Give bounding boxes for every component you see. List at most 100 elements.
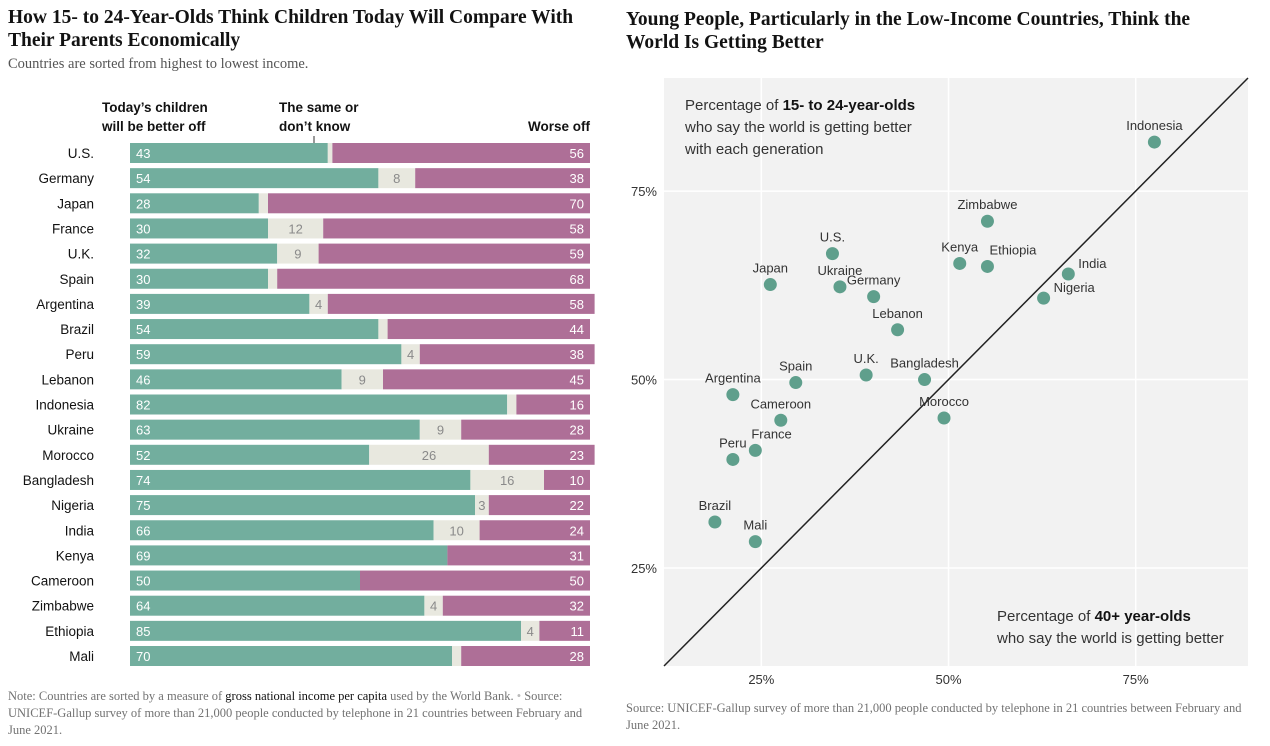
note-suffix: used by the World Bank. — [390, 689, 514, 703]
legend-better: Today’s children will be better off — [102, 100, 208, 134]
category-label: U.S. — [68, 146, 94, 161]
point-label: Nigeria — [1054, 280, 1096, 295]
bar-segment-better — [130, 344, 402, 365]
bar-segment-same — [424, 595, 443, 616]
category-label: Brazil — [60, 322, 94, 337]
value-label-worse: 45 — [570, 372, 584, 387]
bar-segment-better — [130, 419, 420, 440]
x-axis-annotation-line2: who say the world is getting better — [996, 630, 1224, 647]
legend-same: The same or don’t know — [279, 100, 359, 134]
category-label: Morocco — [42, 448, 94, 463]
bar-segment-worse — [277, 268, 590, 289]
value-label-worse: 10 — [570, 473, 584, 488]
point-label: Indonesia — [1126, 118, 1183, 133]
bar-segment-same — [452, 646, 462, 666]
category-label: U.K. — [68, 247, 94, 262]
value-label-better: 70 — [136, 649, 150, 664]
category-label: Ethiopia — [45, 624, 94, 639]
y-axis-annotation-line3: with each generation — [684, 141, 823, 158]
category-label: Argentina — [36, 297, 94, 312]
value-label-same: 10 — [449, 523, 463, 538]
note-link[interactable]: gross national income per capita — [225, 689, 388, 703]
bar-segment-same — [507, 394, 517, 415]
category-label: Indonesia — [35, 398, 94, 413]
point-label: U.K. — [854, 351, 879, 366]
value-label-worse: 31 — [570, 548, 584, 563]
bar-segment-worse — [516, 394, 590, 415]
scatter-point — [953, 256, 967, 270]
scatter-chart: 25% 50% 75% 75% 50% 25% Percentage of 15- to 2… — [631, 77, 1249, 687]
scatter-point — [937, 411, 951, 425]
value-label-better: 85 — [136, 624, 150, 639]
value-label-worse: 16 — [570, 398, 584, 413]
value-label-worse: 68 — [570, 272, 584, 287]
bar-segment-worse — [383, 369, 590, 390]
point-label: U.S. — [820, 230, 845, 245]
value-label-same: 26 — [422, 448, 436, 463]
stacked-bar-panel: How 15- to 24-Year-Olds Think Children T… — [0, 0, 600, 746]
bar-segment-worse — [447, 545, 590, 566]
value-label-worse: 24 — [570, 523, 584, 538]
bar-chart-title: How 15- to 24-Year-Olds Think Children T… — [8, 7, 574, 51]
scatter-panel: Young People, Particularly in the Low-In… — [620, 0, 1270, 746]
bar-segment-same — [470, 469, 544, 490]
value-label-worse: 50 — [570, 574, 584, 589]
value-label-worse: 70 — [570, 196, 584, 211]
scatter-point — [1147, 135, 1161, 149]
y-tick-label: 75% — [631, 184, 657, 199]
value-label-same: 16 — [500, 473, 514, 488]
note-prefix: Note: Countries are sorted by a measure … — [8, 689, 223, 703]
diagonal-line — [663, 77, 1249, 667]
category-label: Ukraine — [47, 423, 94, 438]
value-label-same: 3 — [478, 498, 485, 513]
point-label: Peru — [719, 435, 746, 450]
legend-worse: Worse off — [527, 119, 590, 134]
bar-segment-worse — [419, 344, 595, 365]
category-label: Bangladesh — [23, 473, 94, 488]
bar-segment-same — [475, 495, 489, 516]
category-label: Nigeria — [51, 498, 94, 513]
value-label-better: 50 — [136, 574, 150, 589]
scatter-chart-title: Young People, Particularly in the Low-In… — [626, 9, 1191, 53]
bar-segment-same — [378, 168, 416, 189]
point-label: Brazil — [699, 498, 732, 513]
category-label: Germany — [38, 171, 94, 186]
bar-segment-better — [130, 646, 452, 666]
value-label-better: 74 — [136, 473, 150, 488]
value-label-better: 82 — [136, 398, 150, 413]
bar-segment-better — [130, 168, 379, 189]
value-label-better: 75 — [136, 498, 150, 513]
y-tick-label: 25% — [631, 561, 657, 576]
scatter-point — [726, 452, 740, 466]
value-label-worse: 56 — [570, 146, 584, 161]
bar-segment-worse — [415, 168, 590, 189]
scatter-point — [825, 247, 839, 261]
bar-segment-worse — [327, 293, 595, 314]
value-label-better: 52 — [136, 448, 150, 463]
y-tick-label: 50% — [631, 373, 657, 388]
bar-segment-same — [369, 444, 489, 465]
bar-segment-worse — [318, 243, 590, 264]
scatter-point — [726, 388, 740, 402]
value-label-same: 9 — [294, 247, 301, 262]
value-label-better: 46 — [136, 372, 150, 387]
category-label: India — [65, 523, 95, 538]
bar-segment-better — [130, 444, 370, 465]
bar-segment-same — [433, 520, 480, 541]
value-label-worse: 23 — [570, 448, 584, 463]
value-label-better: 54 — [136, 322, 150, 337]
bar-segment-same — [419, 419, 462, 440]
bar-segment-same — [268, 268, 278, 289]
scatter-point — [859, 368, 873, 382]
bar-segment-better — [130, 243, 278, 264]
bar-segment-same — [309, 293, 328, 314]
bar-segment-better — [130, 545, 448, 566]
value-label-worse: 32 — [570, 599, 584, 614]
bar-segment-worse — [442, 595, 590, 616]
bar-segment-better — [130, 369, 342, 390]
y-axis-annotation: Percentage of 15- to 24-year-olds — [685, 97, 915, 114]
point-label: Argentina — [705, 371, 761, 386]
value-label-better: 43 — [136, 146, 150, 161]
scatter-point — [833, 280, 847, 294]
bar-segment-worse — [332, 143, 590, 163]
